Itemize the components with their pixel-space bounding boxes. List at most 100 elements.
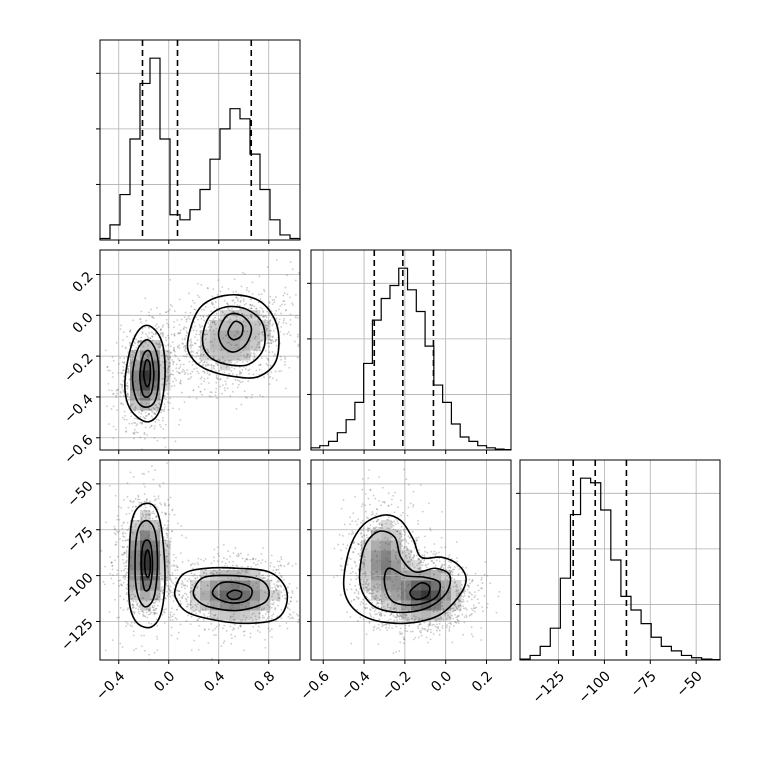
scatter-point: [243, 390, 246, 393]
scatter-point: [132, 505, 134, 508]
scatter-point: [111, 393, 114, 396]
scatter-point: [402, 601, 405, 604]
scatter-point: [195, 333, 198, 336]
scatter-point: [166, 526, 169, 529]
scatter-point: [207, 321, 210, 324]
scatter-point: [271, 602, 273, 605]
scatter-point: [274, 353, 276, 356]
scatter-point: [431, 560, 434, 562]
scatter-point: [137, 344, 139, 347]
scatter-point: [225, 383, 227, 386]
scatter-point: [126, 521, 129, 524]
scatter-point: [200, 376, 203, 379]
scatter-point: [240, 371, 243, 374]
scatter-point: [125, 539, 128, 542]
scatter-point: [137, 608, 140, 611]
scatter-point: [124, 346, 127, 349]
scatter-point: [260, 576, 263, 579]
scatter-point: [158, 484, 161, 487]
scatter-point: [184, 337, 186, 340]
scatter-point: [144, 341, 147, 344]
scatter-point: [137, 582, 140, 585]
scatter-point: [176, 590, 179, 592]
scatter-point: [440, 601, 443, 604]
scatter-point: [432, 610, 435, 612]
scatter-point: [275, 619, 278, 622]
scatter-point: [132, 532, 135, 535]
scatter-point: [167, 323, 170, 326]
scatter-point: [255, 575, 258, 577]
scatter-point: [248, 290, 250, 293]
scatter-point: [208, 373, 211, 376]
scatter-point: [131, 351, 134, 354]
scatter-point: [203, 628, 206, 631]
scatter-point: [208, 600, 211, 603]
scatter-point: [203, 628, 206, 631]
scatter-point: [190, 611, 193, 614]
scatter-point: [462, 600, 465, 603]
scatter-point: [162, 482, 165, 484]
scatter-point: [296, 613, 298, 616]
scatter-point: [148, 373, 151, 376]
density-cell: [391, 590, 402, 601]
scatter-point: [356, 523, 359, 526]
scatter-point: [402, 612, 405, 615]
scatter-point: [179, 366, 182, 368]
scatter-point: [397, 506, 399, 509]
scatter-point: [413, 555, 415, 558]
scatter-point: [142, 385, 145, 388]
scatter-point: [184, 344, 187, 347]
scatter-point: [121, 384, 124, 387]
scatter-point: [122, 546, 124, 549]
density-cell: [210, 600, 221, 611]
scatter-point: [297, 345, 300, 348]
scatter-point: [403, 638, 406, 641]
scatter-point: [249, 313, 252, 316]
density-cell: [381, 530, 392, 541]
scatter-point: [457, 614, 460, 617]
scatter-point: [271, 299, 274, 301]
scatter-point: [138, 501, 140, 504]
scatter-point: [134, 342, 137, 345]
scatter-point: [237, 311, 239, 314]
scatter-point: [440, 565, 443, 568]
scatter-point: [172, 600, 175, 603]
scatter-point: [178, 590, 181, 593]
scatter-point: [153, 386, 156, 388]
scatter-point: [410, 540, 413, 542]
panel-frame-1-1: [310, 249, 512, 451]
scatter-point: [154, 498, 157, 501]
scatter-point: [118, 585, 121, 587]
scatter-point: [128, 372, 130, 375]
scatter-point: [243, 591, 246, 594]
scatter-point: [262, 310, 265, 312]
scatter-point: [229, 318, 232, 321]
scatter-point: [169, 496, 172, 499]
scatter-point: [468, 586, 470, 588]
scatter-point: [434, 564, 437, 567]
scatter-point: [372, 494, 375, 497]
scatter-point: [158, 342, 161, 345]
scatter-point: [171, 359, 174, 361]
scatter-point: [168, 308, 171, 311]
scatter-point: [154, 520, 156, 523]
scatter-point: [121, 545, 124, 548]
scatter-point: [455, 589, 458, 591]
scatter-point: [206, 333, 209, 336]
scatter-point: [417, 627, 420, 630]
scatter-point: [270, 628, 273, 630]
scatter-point: [188, 318, 191, 320]
scatter-point: [214, 627, 216, 630]
scatter-point: [112, 574, 114, 576]
scatter-point: [410, 550, 413, 553]
scatter-point: [118, 518, 121, 521]
scatter-point: [399, 499, 402, 502]
scatter-point: [180, 603, 182, 605]
scatter-point: [164, 336, 167, 339]
scatter-point: [133, 433, 136, 435]
scatter-point: [224, 380, 227, 382]
scatter-point: [284, 286, 287, 289]
scatter-point: [214, 593, 217, 596]
scatter-point: [357, 591, 360, 593]
scatter-point: [239, 619, 242, 622]
